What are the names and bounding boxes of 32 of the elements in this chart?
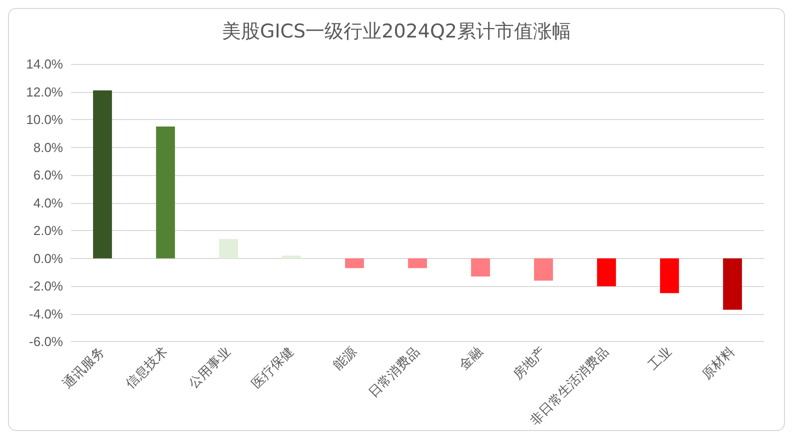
chart-title: 美股GICS一级行业2024Q2累计市值涨幅 [222,20,572,42]
x-tick-label: 医疗保健 [249,344,297,392]
y-tick-label: -6.0% [29,334,64,350]
y-tick-label: 12.0% [26,84,64,100]
x-tick-label: 金融 [456,344,486,374]
x-tick-label: 日常消费品 [366,344,423,402]
y-tick-label: -2.0% [29,278,64,294]
bar [660,258,679,294]
bar [156,126,175,258]
y-tick-label: 6.0% [33,168,64,183]
bar [408,258,427,268]
y-tick-label: -4.0% [29,306,64,322]
y-tick-label: 10.0% [26,112,64,128]
x-tick-label: 能源 [330,344,360,374]
x-tick-label: 原材料 [700,344,738,383]
bar [471,258,490,276]
bar [282,256,301,258]
bar [345,258,364,268]
bar [534,258,553,281]
y-tick-label: 4.0% [33,195,64,210]
x-tick-label: 房地产 [510,344,549,383]
bar [93,90,112,258]
x-tick-label: 信息技术 [123,344,171,392]
bar [723,258,742,310]
x-tick-label: 公用事业 [186,344,234,392]
bar [219,238,238,258]
bar [597,258,616,286]
y-tick-label: 14.0% [26,56,64,72]
y-tick-label: 8.0% [33,140,64,155]
x-tick-label: 工业 [646,344,675,374]
y-tick-label: 2.0% [33,223,64,238]
y-tick-label: 0.0% [33,250,64,266]
